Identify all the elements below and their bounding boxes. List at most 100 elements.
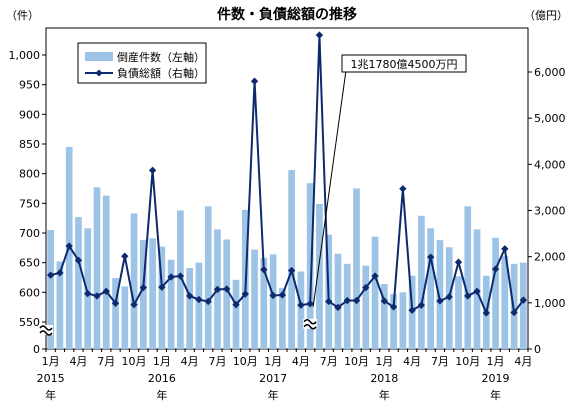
bar [390,294,397,349]
left-tick-label: 0 [33,343,40,356]
line-point [510,308,518,317]
bar [380,284,388,349]
left-tick-label: 750 [19,197,40,210]
bar [75,216,82,349]
x-tick-month: 1月 [264,355,282,368]
left-tick-label: 700 [19,227,40,240]
line-point [315,31,324,39]
bar [232,279,240,349]
line-point [380,297,389,305]
bar [223,239,231,349]
axis-breaks [39,318,318,336]
bar [334,253,342,349]
line-point [325,297,333,306]
line-point [46,271,55,279]
line-point [389,303,398,311]
left-tick-label: 600 [19,286,40,299]
bar [436,240,444,349]
bar [297,271,305,349]
line-point [84,289,92,298]
bar [279,288,286,349]
annotation-leader [312,55,349,307]
x-tick-month: 7月 [320,355,338,368]
bar [464,206,472,349]
x-tick-month: 7月 [208,355,226,368]
bar [149,238,156,349]
x-tick-month: 4月 [181,355,199,368]
x-tick-year-suffix: 年 [156,388,167,402]
right-tick-label: 4,000 [534,158,566,171]
line-point [501,245,509,253]
line-point [260,265,268,274]
bar [427,228,435,349]
left-tick-label: 900 [19,108,40,121]
left-tick-label: 850 [19,138,40,151]
legend: 倒産件数（左軸） 負債総額（右軸） [77,42,207,84]
left-axis-unit: （件） [6,9,39,22]
line-point [352,296,361,305]
left-tick-label: 550 [19,316,40,329]
axis-break-mark [39,330,53,336]
x-tick-month: 4月 [514,355,532,368]
bar [47,230,54,349]
line-point [250,77,259,85]
line-point [269,291,277,300]
x-tick-month: 10月 [122,355,147,368]
line-point [158,283,166,291]
line-point [121,252,129,260]
x-tick-month: 1月 [42,355,60,368]
left-tick-label: 1,000 [9,49,41,62]
bar [288,170,295,349]
annotation-box [341,54,467,73]
legend-line-label: 負債総額（右軸） [117,66,205,80]
bar [343,263,351,349]
line-point [241,290,249,298]
line-point [213,285,222,294]
line-point [223,285,231,293]
x-tick-month: 7月 [431,355,449,368]
bar [56,261,64,349]
line-point [343,296,351,305]
line-point [297,301,305,309]
line-point [204,297,212,306]
line-point [130,301,138,309]
x-tick-month: 4月 [69,355,87,368]
x-tick-month: 4月 [403,355,421,368]
bar [418,215,425,349]
line-point [148,166,157,175]
bar [306,183,314,349]
line-point [417,301,426,309]
line-point [473,287,481,295]
line-point [464,292,472,300]
line-point [334,303,342,312]
right-tick-label: 3,000 [534,205,566,218]
x-tick-month: 7月 [97,355,115,368]
left-tick-label: 800 [19,168,40,181]
legend-bar-swatch [85,52,113,61]
bar [93,187,101,349]
line-point [176,272,185,280]
chart-title: 件数・負債総額の推移 [217,6,357,23]
line-point [371,272,379,280]
line-point [139,283,148,292]
left-tick-label: 950 [19,79,40,92]
x-tick-month: 10月 [455,355,480,368]
right-tick-label: 0 [534,343,541,356]
x-tick-month: 10月 [344,355,369,368]
bar [204,206,212,349]
right-axis-unit: （億円） [524,9,568,22]
line-point [519,296,528,304]
line-point [306,300,314,308]
x-tick-year: 2016 [148,372,176,385]
x-tick-month: 1月 [375,355,393,368]
legend-line-marker [95,69,103,77]
x-tick-month: 1月 [153,355,171,368]
line-point [93,292,101,300]
line-point [482,309,490,317]
x-tick-month: 1月 [487,355,505,368]
x-tick-year: 2018 [370,372,398,385]
line-point [399,185,407,193]
x-tick-year-suffix: 年 [45,388,56,402]
bar-series [47,146,527,349]
annotation-label: 1兆1780億4500万円 [351,58,458,71]
